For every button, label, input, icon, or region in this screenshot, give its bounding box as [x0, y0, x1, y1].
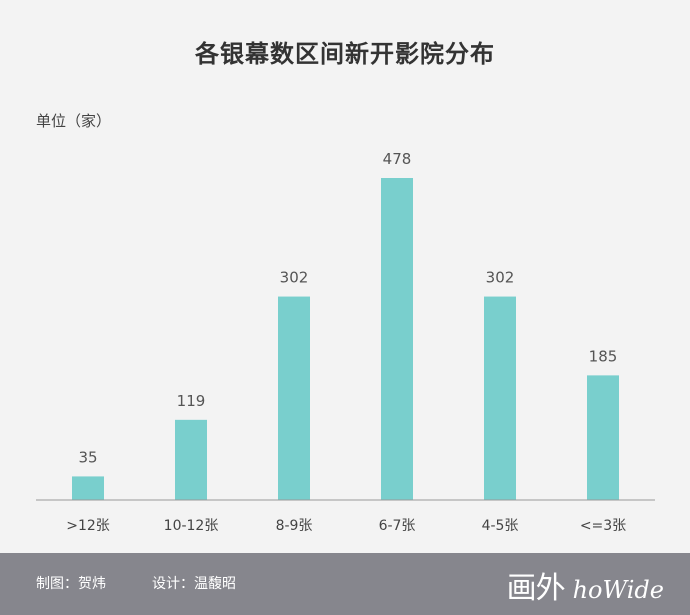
maker-credit: 制图：贺炜: [36, 576, 106, 592]
brand-logo: 画外 hoWide: [507, 563, 664, 607]
value-label-4: 302: [486, 269, 515, 287]
category-label-0: >12张: [66, 518, 110, 534]
bar-2: [278, 296, 310, 500]
value-label-1: 119: [177, 392, 206, 410]
designer-credit: 设计：温馥昭: [152, 576, 236, 592]
category-label-4: 4-5张: [482, 518, 519, 534]
bar-5: [587, 375, 619, 500]
unit-label: 单位（家）: [36, 112, 112, 130]
category-label-1: 10-12张: [164, 518, 219, 534]
bar-1: [175, 419, 207, 500]
value-label-2: 302: [280, 269, 309, 287]
value-label-0: 35: [78, 448, 97, 466]
value-label-5: 185: [589, 347, 618, 365]
value-labels-group: 35 119 302 478 302 185: [78, 150, 617, 466]
category-label-5: <=3张: [580, 518, 626, 534]
chart-title: 各银幕数区间新开影院分布: [195, 40, 495, 68]
bar-0: [72, 476, 104, 500]
bars-group: [72, 178, 619, 500]
value-label-3: 478: [383, 150, 412, 168]
brand-name-cn: 画外: [506, 571, 566, 606]
category-labels-group: >12张 10-12张 8-9张 6-7张 4-5张 <=3张: [66, 518, 626, 534]
bar-chart: 35 119 302 478 302 185 >12张 10-12张 8-9张 6-7张 4-5张…: [36, 150, 655, 534]
bar-4: [484, 296, 516, 500]
footer-bar: 制图：贺炜 设计：温馥昭 画外 hoWide: [0, 553, 690, 615]
brand-name-en: hoWide: [572, 576, 664, 604]
category-label-3: 6-7张: [379, 518, 416, 534]
bar-3: [381, 178, 413, 500]
category-label-2: 8-9张: [276, 518, 313, 534]
